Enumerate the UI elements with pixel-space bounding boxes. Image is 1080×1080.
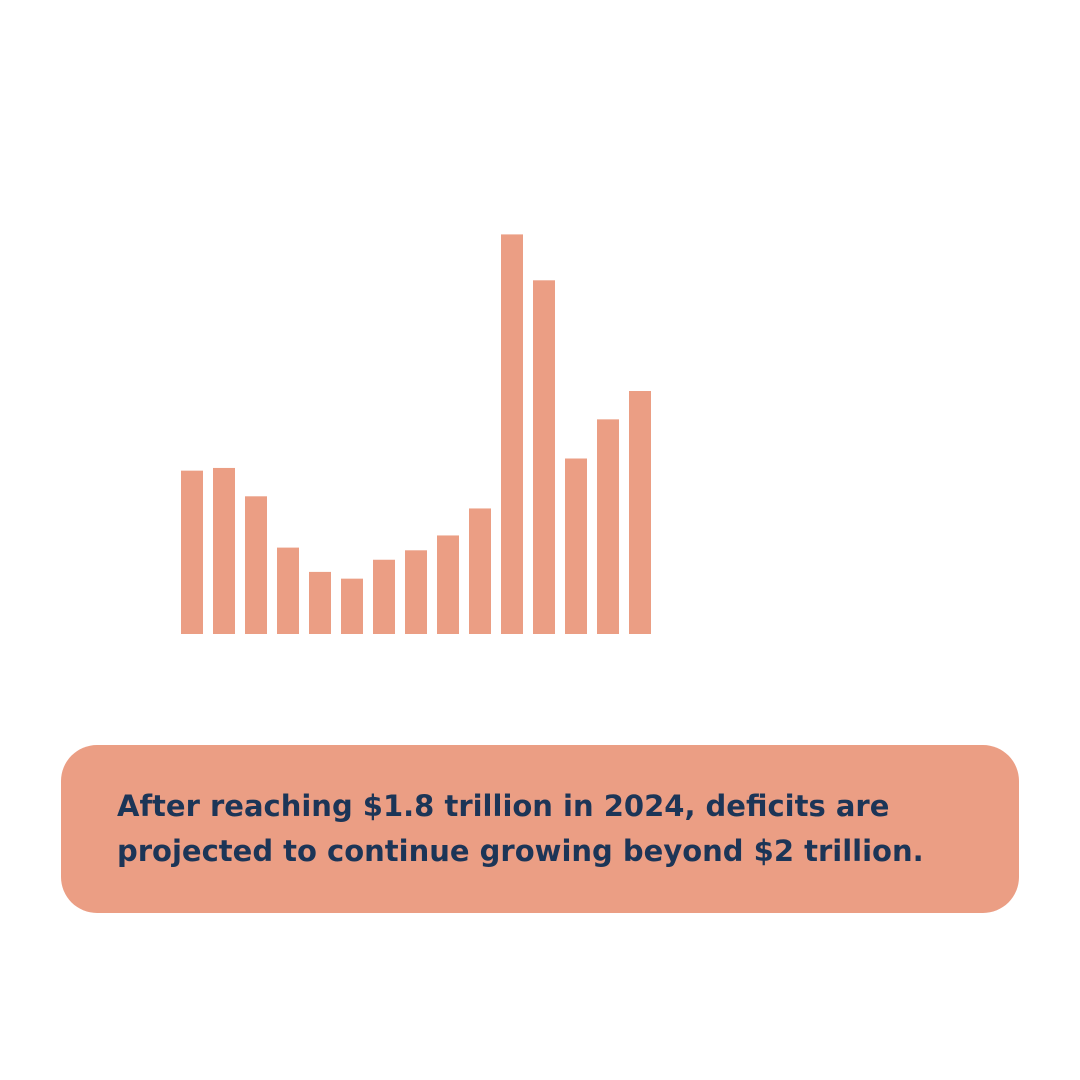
bar — [405, 550, 427, 634]
bar — [213, 467, 235, 634]
bar — [309, 571, 331, 634]
bar — [629, 391, 651, 634]
bar — [373, 559, 395, 634]
bar — [501, 234, 523, 634]
bar — [277, 547, 299, 634]
bar — [341, 578, 363, 634]
bar — [245, 496, 267, 634]
bar — [181, 470, 203, 634]
bar — [533, 280, 555, 634]
bar — [437, 535, 459, 634]
caption-box — [61, 745, 1019, 913]
bar — [597, 419, 619, 634]
bar — [565, 458, 587, 634]
caption-line: After reaching $1.8 trillion in 2024, de… — [117, 789, 889, 823]
caption-line: projected to continue growing beyond $2 … — [117, 834, 924, 868]
bar — [469, 508, 491, 634]
